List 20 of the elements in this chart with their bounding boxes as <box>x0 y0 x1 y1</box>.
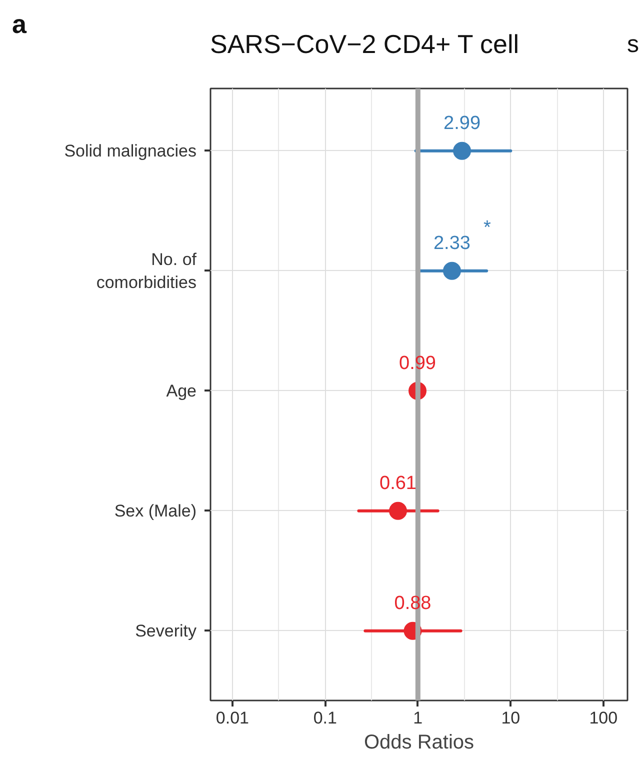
data-label: 2.33 <box>433 232 470 254</box>
x-axis-title: Odds Ratios <box>364 732 474 754</box>
text: s <box>627 30 639 60</box>
x-tick-label: 1 <box>413 708 423 728</box>
y-tick-label: No. of comorbidities <box>96 250 197 292</box>
data-label: 0.88 <box>394 592 432 614</box>
data-label: 0.61 <box>380 472 416 494</box>
x-tick-label: 100 <box>589 708 618 728</box>
annotation: * <box>484 218 492 238</box>
y-tick-label: Age <box>166 381 196 400</box>
data-label: 2.99 <box>444 112 481 134</box>
y-tick-label: Severity <box>135 621 197 640</box>
x-tick-label: 0.1 <box>313 708 337 728</box>
x-tick-label: 10 <box>501 708 520 728</box>
chart-title: SARS−CoV−2 CD4+ T cell <box>210 28 520 61</box>
data-label: 0.99 <box>399 352 436 374</box>
y-tick-label: Sex (Male) <box>114 501 196 520</box>
y-tick-label: Solid malignacies <box>64 141 197 160</box>
text: a <box>12 8 26 41</box>
x-tick-label: 0.01 <box>216 708 249 728</box>
